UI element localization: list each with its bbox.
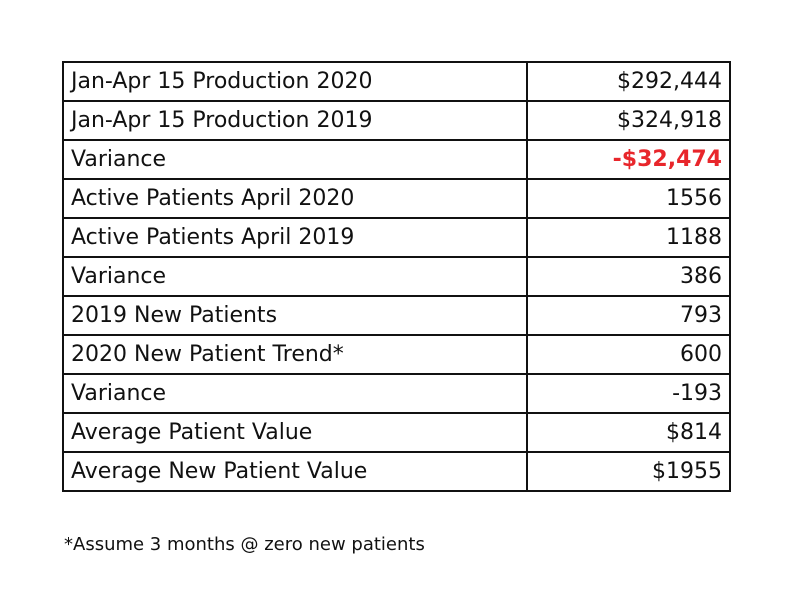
row-value: 793 (526, 295, 731, 336)
table-row: Average Patient Value $814 (62, 412, 731, 453)
table-row: Active Patients April 2019 1188 (62, 217, 731, 258)
row-label: 2019 New Patients (62, 295, 528, 336)
row-label: Variance (62, 373, 528, 414)
row-label: Variance (62, 256, 528, 297)
table-row: Jan-Apr 15 Production 2019 $324,918 (62, 100, 731, 141)
row-label: Average Patient Value (62, 412, 528, 453)
row-value: 600 (526, 334, 731, 375)
row-value: $814 (526, 412, 731, 453)
row-label: Jan-Apr 15 Production 2019 (62, 100, 528, 141)
row-label: 2020 New Patient Trend* (62, 334, 528, 375)
row-value: $292,444 (526, 61, 731, 102)
table-row: 2020 New Patient Trend* 600 (62, 334, 731, 375)
row-value: 1556 (526, 178, 731, 219)
row-label: Jan-Apr 15 Production 2020 (62, 61, 528, 102)
table-row: Variance 386 (62, 256, 731, 297)
row-value: $1955 (526, 451, 731, 492)
row-label: Active Patients April 2019 (62, 217, 528, 258)
row-label: Active Patients April 2020 (62, 178, 528, 219)
row-value: -193 (526, 373, 731, 414)
table-row: Jan-Apr 15 Production 2020 $292,444 (62, 61, 731, 102)
table-row: Active Patients April 2020 1556 (62, 178, 731, 219)
row-value: 386 (526, 256, 731, 297)
row-value-negative: -$32,474 (526, 139, 731, 180)
row-value: $324,918 (526, 100, 731, 141)
table-row: Variance -$32,474 (62, 139, 731, 180)
table-row: Average New Patient Value $1955 (62, 451, 731, 492)
production-summary-table: Jan-Apr 15 Production 2020 $292,444 Jan-… (62, 61, 731, 492)
row-label: Variance (62, 139, 528, 180)
table-row: 2019 New Patients 793 (62, 295, 731, 336)
table-row: Variance -193 (62, 373, 731, 414)
row-label: Average New Patient Value (62, 451, 528, 492)
production-summary-table-wrapper: Jan-Apr 15 Production 2020 $292,444 Jan-… (62, 61, 731, 492)
footnote: *Assume 3 months @ zero new patients (64, 534, 425, 555)
row-value: 1188 (526, 217, 731, 258)
